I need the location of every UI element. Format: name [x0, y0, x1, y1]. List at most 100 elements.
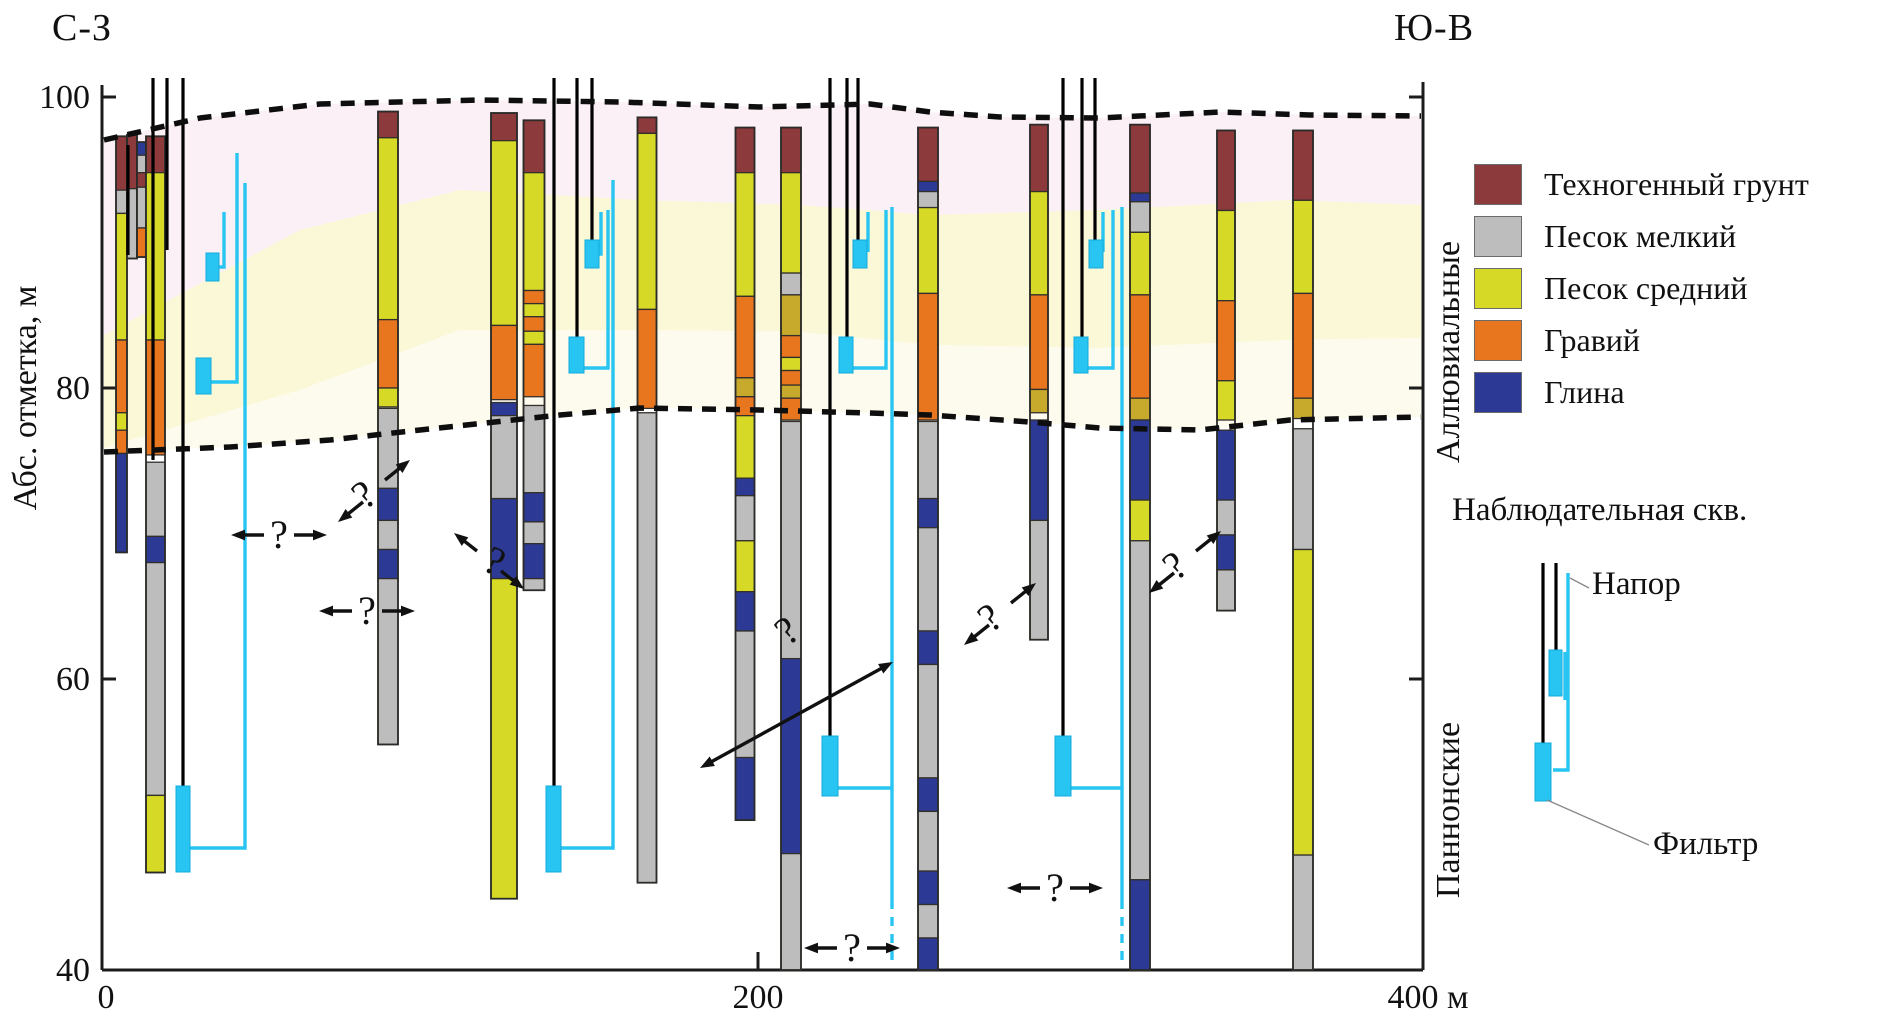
borehole [917, 126, 939, 971]
borehole-segment [734, 414, 756, 479]
borehole-segment [1216, 129, 1236, 212]
borehole-segment [917, 870, 939, 906]
borehole [522, 119, 546, 592]
ground-surface-line [103, 97, 1422, 143]
borehole-segment [490, 577, 518, 900]
well-filter [175, 785, 191, 873]
borehole-segment [522, 521, 546, 545]
borehole-segment [377, 110, 399, 139]
well-nest-2 [545, 78, 615, 873]
borehole [1029, 123, 1049, 641]
strata-label-alluvial: Аллювиальные [1430, 240, 1467, 464]
borehole-segment [734, 396, 756, 417]
y-tick-label: 60 [56, 661, 90, 698]
borehole-segment [136, 186, 147, 229]
legend-item-fine-sand: Песок мелкий [1474, 215, 1809, 257]
borehole-segment [136, 154, 147, 174]
borehole-segment [734, 495, 756, 542]
arrow-head-icon [1089, 882, 1103, 894]
well-filter [1088, 239, 1104, 269]
borehole-segment [917, 663, 939, 779]
head-pipe [219, 212, 226, 269]
borehole-outline [734, 126, 756, 822]
arrow-head-icon [319, 605, 333, 617]
well-filter [1534, 742, 1552, 802]
arrow-head-icon [395, 460, 410, 473]
lithology-legend: Техногенный грунт Песок мелкий Песок сре… [1474, 163, 1809, 424]
head-pipe [599, 212, 603, 256]
well-filter [205, 252, 220, 282]
borehole-segment [377, 387, 399, 408]
borehole-segment [780, 334, 802, 359]
question-mark: ? [843, 925, 861, 970]
uncertainty-annotation: ? [1149, 531, 1221, 593]
borehole [1129, 123, 1151, 971]
borehole-segment [522, 343, 546, 398]
legend-leader-line [1569, 577, 1590, 589]
borehole [1216, 129, 1236, 612]
borehole-segment [145, 535, 166, 564]
borehole-segment [917, 777, 939, 813]
borehole-segment [145, 172, 166, 341]
head-pipe [1553, 573, 1570, 772]
filter-label: Фильтр [1653, 826, 1759, 862]
borehole-segment [490, 139, 518, 327]
borehole-segment [734, 540, 756, 593]
head-pipe [190, 183, 247, 850]
borehole-segment [734, 756, 756, 821]
borehole-segment [917, 292, 939, 421]
gravel-swatch-icon [1474, 319, 1522, 361]
borehole [636, 116, 658, 884]
legend-label: Песок мелкий [1544, 217, 1737, 254]
arrow-head-icon [401, 605, 415, 617]
borehole-segment [1129, 201, 1151, 233]
borehole-segment [1129, 192, 1151, 203]
borehole-segment [377, 318, 399, 389]
strata-label-pannonian: Паннонские [1430, 721, 1467, 899]
borehole-segment [917, 126, 939, 183]
legend-label: Техногенный грунт [1544, 165, 1809, 202]
borehole [115, 135, 128, 554]
borehole-segment [377, 137, 399, 321]
borehole-segment [780, 172, 802, 274]
borehole-segment [780, 356, 802, 372]
borehole-segment [522, 492, 546, 523]
borehole-segment [917, 937, 939, 971]
clay-swatch-icon [1474, 371, 1522, 413]
question-mark: ? [969, 594, 1011, 640]
observation-well [1534, 563, 1570, 802]
borehole-segment [136, 141, 147, 156]
alluvial-pannonian-boundary-line [103, 405, 1422, 455]
well-filter [545, 785, 562, 873]
borehole-segment [1129, 879, 1151, 971]
borehole-segment [917, 180, 939, 193]
borehole-segment [1216, 209, 1236, 302]
borehole-segment [1129, 419, 1151, 501]
surfaces-layer [103, 97, 1422, 455]
arrow-head-icon [338, 509, 353, 522]
borehole-segment [734, 126, 756, 174]
legend-label: Глина [1544, 373, 1625, 410]
borehole-segment [1292, 548, 1314, 856]
boreholes-layer [115, 110, 1314, 971]
borehole-segment [917, 630, 939, 666]
borehole-segment [115, 212, 128, 341]
head-pipe [584, 210, 610, 370]
arrow-head-icon [804, 942, 818, 954]
well-filter [1073, 336, 1089, 374]
head-pipe [211, 153, 239, 384]
uncertainty-annotation: ? [338, 460, 410, 522]
arrow-shaft [704, 663, 889, 767]
borehole [1292, 129, 1314, 971]
borehole-segment [780, 126, 802, 174]
borehole-segment [1292, 292, 1314, 399]
borehole-segment [734, 477, 756, 497]
well-filter [821, 735, 839, 797]
borehole-outline [636, 116, 658, 884]
borehole-segment [780, 294, 802, 337]
borehole-segment [490, 324, 518, 401]
borehole-segment [145, 561, 166, 797]
borehole [136, 141, 147, 258]
borehole-segment [377, 577, 399, 746]
arrow-head-icon [509, 576, 524, 589]
